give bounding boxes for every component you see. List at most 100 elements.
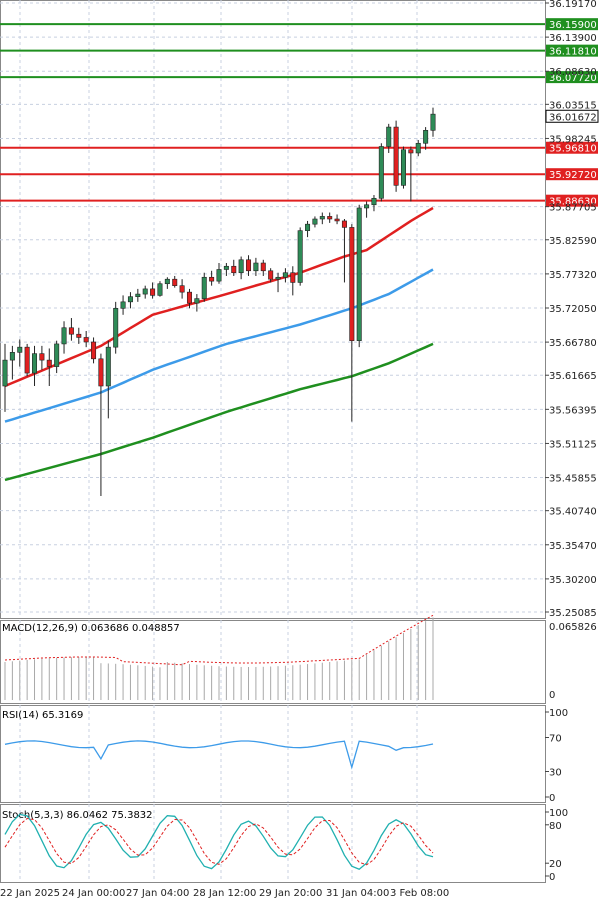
level-label-1: 36.11810: [549, 47, 597, 58]
candle-15: [113, 301, 119, 354]
candle-46: [341, 218, 347, 283]
candle-49: [364, 201, 370, 218]
price-tick-label-8: 35.72050: [549, 304, 597, 315]
candle-body-31: [231, 265, 237, 274]
pane-frame-1: [0, 620, 546, 704]
stoch-d-line: [4, 817, 434, 866]
candle-body-23: [172, 278, 178, 286]
price-tick-label-13: 35.45855: [549, 474, 597, 485]
candle-body-4: [32, 353, 38, 374]
candle-1: [9, 345, 15, 380]
candle-body-7: [54, 343, 60, 367]
current-price-tag: [545, 109, 599, 123]
candle-body-10: [76, 333, 82, 338]
rsi-label: RSI(14) 65.3169: [2, 710, 83, 721]
level-tag-0: [546, 18, 598, 31]
rsi-level-0: 100: [549, 708, 568, 719]
moving-averages: [4, 206, 434, 482]
candle-body-52: [386, 126, 392, 147]
candle-31: [231, 259, 237, 276]
candle-29: [216, 263, 222, 284]
time-label-3: 28 Jan 12:00: [193, 888, 256, 899]
grid-lines: [0, 0, 546, 883]
rsi-line: [4, 740, 434, 770]
price-tick-label-12: 35.51125: [549, 439, 597, 450]
candle-33: [246, 255, 252, 276]
candle-body-25: [186, 291, 192, 304]
candle-16: [120, 295, 126, 315]
candle-body-6: [46, 359, 52, 367]
candle-body-11: [83, 337, 89, 343]
price-tick-label-3: 36.03515: [549, 100, 597, 111]
pane-frame-3: [0, 804, 546, 883]
candle-body-30: [223, 265, 229, 270]
candle-body-53: [393, 126, 399, 186]
candle-14: [105, 340, 111, 419]
candle-body-43: [319, 216, 325, 220]
price-tick-label-9: 35.66780: [549, 338, 597, 349]
stoch-level-0: 100: [549, 808, 568, 819]
price-tick-label-4: 35.98245: [549, 134, 597, 145]
candle-19: [142, 285, 148, 299]
candle-13: [98, 353, 104, 497]
candle-body-51: [378, 146, 384, 199]
candle-body-26: [194, 298, 200, 304]
candle-body-40: [297, 230, 303, 283]
ema_slow-line: [4, 342, 434, 482]
candle-26: [194, 294, 200, 312]
candle-body-48: [356, 207, 362, 341]
candle-39: [290, 266, 296, 296]
ema_mid-line: [4, 268, 434, 423]
candle-body-54: [400, 149, 406, 186]
candle-17: [127, 292, 133, 309]
macd-label: MACD(12,26,9) 0.063686 0.048857: [2, 623, 180, 634]
candle-22: [164, 277, 170, 289]
candle-body-5: [39, 353, 45, 361]
candle-body-41: [305, 223, 311, 231]
price-tick-label-5: 35.87705: [549, 203, 597, 214]
candle-32: [238, 256, 244, 280]
candle-body-15: [113, 308, 119, 348]
candle-51: [378, 143, 384, 202]
candle-body-38: [282, 272, 288, 278]
current-price-label: 36.01672: [549, 112, 597, 123]
candle-body-20: [150, 288, 156, 296]
candle-4: [32, 345, 38, 386]
price-tick-label-17: 35.25085: [549, 608, 597, 619]
candle-body-13: [98, 358, 104, 387]
candle-body-58: [430, 113, 436, 131]
candle-body-57: [423, 130, 429, 144]
candle-52: [386, 123, 392, 153]
candle-8: [61, 321, 67, 354]
candle-body-32: [238, 259, 244, 274]
candle-37: [275, 272, 281, 293]
candle-2: [17, 339, 23, 367]
price-tick-label-0: 36.19170: [549, 0, 597, 10]
candle-body-2: [17, 346, 23, 353]
macd-pane: MACD(12,26,9) 0.063686 0.048857 0.065826…: [2, 614, 597, 701]
candle-body-33: [246, 259, 252, 272]
candlesticks: [2, 107, 436, 497]
rsi-level-2: 30: [549, 768, 562, 779]
candle-body-49: [364, 204, 370, 209]
macd-axis-top: 0.065826: [549, 622, 597, 633]
candle-body-37: [275, 276, 281, 280]
candle-11: [83, 330, 89, 348]
candle-body-45: [334, 218, 340, 222]
candle-6: [46, 348, 52, 386]
price-tick-label-11: 35.56395: [549, 405, 597, 416]
candle-42: [312, 216, 318, 228]
candle-body-27: [201, 276, 207, 299]
candle-body-34: [253, 262, 259, 272]
price-tick-label-7: 35.77320: [549, 270, 597, 281]
candle-47: [349, 224, 355, 422]
candle-0: [2, 343, 8, 412]
candle-23: [172, 275, 178, 288]
candle-body-47: [349, 227, 355, 341]
candle-54: [400, 146, 406, 189]
level-tag-5: [546, 194, 598, 207]
candle-28: [209, 270, 215, 286]
candle-body-24: [179, 285, 185, 293]
candle-body-56: [415, 142, 421, 154]
